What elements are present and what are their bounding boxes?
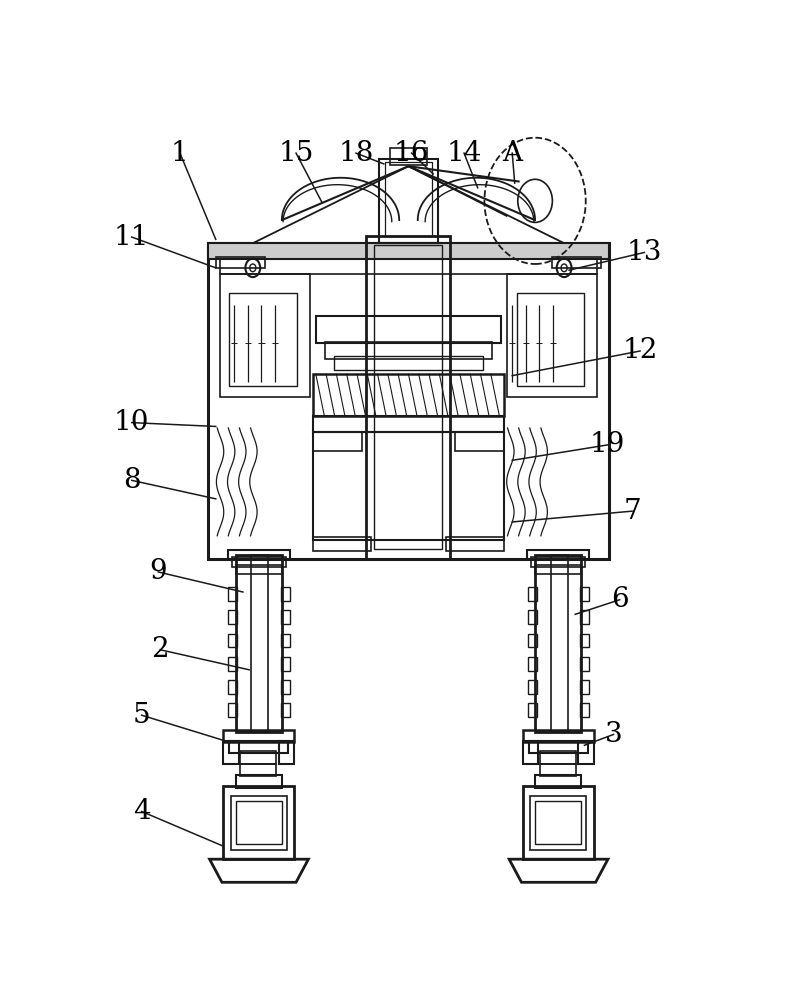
Bar: [236, 555, 282, 732]
Bar: [535, 775, 581, 788]
Bar: [540, 751, 576, 764]
Bar: [228, 634, 238, 647]
Bar: [236, 565, 282, 574]
Bar: [528, 703, 537, 717]
Bar: [580, 634, 590, 647]
Bar: [230, 293, 297, 386]
Bar: [528, 657, 537, 671]
Text: 2: 2: [151, 636, 169, 663]
Bar: [312, 432, 362, 451]
Bar: [523, 741, 538, 764]
Bar: [312, 537, 371, 551]
Bar: [579, 741, 594, 764]
Bar: [223, 786, 294, 859]
Bar: [230, 796, 287, 850]
Bar: [455, 432, 505, 451]
Bar: [236, 801, 282, 844]
Text: 10: 10: [114, 409, 150, 436]
Bar: [528, 587, 537, 601]
Text: 9: 9: [150, 558, 167, 585]
Bar: [528, 680, 537, 694]
Bar: [580, 703, 590, 717]
Text: 14: 14: [446, 140, 481, 167]
Bar: [531, 557, 585, 567]
Bar: [551, 555, 567, 732]
Text: 1: 1: [171, 140, 189, 167]
Bar: [281, 587, 290, 601]
Bar: [530, 796, 587, 850]
Bar: [228, 587, 238, 601]
Text: 19: 19: [590, 431, 625, 458]
Bar: [580, 610, 590, 624]
Text: 7: 7: [623, 498, 641, 525]
Text: 6: 6: [611, 586, 629, 613]
Bar: [312, 416, 505, 432]
Bar: [220, 274, 309, 397]
Bar: [580, 657, 590, 671]
Bar: [230, 741, 288, 753]
Bar: [228, 703, 238, 717]
Bar: [228, 550, 290, 559]
Text: 3: 3: [605, 721, 622, 748]
Bar: [241, 751, 277, 764]
Bar: [529, 741, 587, 753]
Bar: [316, 316, 501, 343]
Bar: [223, 730, 294, 742]
Text: 8: 8: [123, 467, 140, 494]
Bar: [228, 610, 238, 624]
Text: A: A: [502, 140, 522, 167]
Text: 18: 18: [338, 140, 374, 167]
Bar: [281, 657, 290, 671]
Bar: [232, 557, 286, 567]
Bar: [390, 148, 427, 165]
Bar: [535, 555, 581, 732]
Bar: [528, 634, 537, 647]
Text: 15: 15: [278, 140, 314, 167]
Bar: [375, 245, 442, 549]
Bar: [379, 158, 438, 243]
Bar: [281, 703, 290, 717]
Bar: [523, 730, 594, 742]
Bar: [528, 610, 537, 624]
Text: 11: 11: [114, 224, 150, 251]
Bar: [236, 775, 282, 788]
Bar: [251, 555, 269, 732]
Bar: [325, 342, 492, 359]
Bar: [335, 356, 482, 370]
Bar: [516, 293, 584, 386]
Text: 12: 12: [622, 338, 658, 364]
Text: 4: 4: [133, 798, 151, 825]
Bar: [228, 657, 238, 671]
Bar: [527, 550, 589, 559]
Bar: [508, 274, 597, 397]
Bar: [446, 537, 505, 551]
Bar: [580, 680, 590, 694]
Bar: [223, 741, 238, 764]
Bar: [312, 432, 505, 540]
Bar: [208, 243, 609, 259]
Bar: [535, 565, 581, 574]
Bar: [312, 374, 505, 416]
Bar: [281, 680, 290, 694]
Text: 13: 13: [626, 239, 662, 266]
Text: 5: 5: [133, 702, 151, 729]
Bar: [385, 162, 432, 235]
Bar: [580, 587, 590, 601]
Bar: [523, 786, 594, 859]
Bar: [208, 243, 609, 559]
Bar: [241, 764, 277, 776]
Bar: [228, 680, 238, 694]
Bar: [220, 259, 597, 274]
Bar: [281, 610, 290, 624]
Bar: [279, 741, 294, 764]
Bar: [535, 801, 581, 844]
Bar: [216, 257, 265, 268]
Text: 16: 16: [394, 140, 430, 167]
Bar: [540, 764, 576, 776]
Bar: [367, 235, 450, 559]
Bar: [552, 257, 601, 268]
Bar: [281, 634, 290, 647]
